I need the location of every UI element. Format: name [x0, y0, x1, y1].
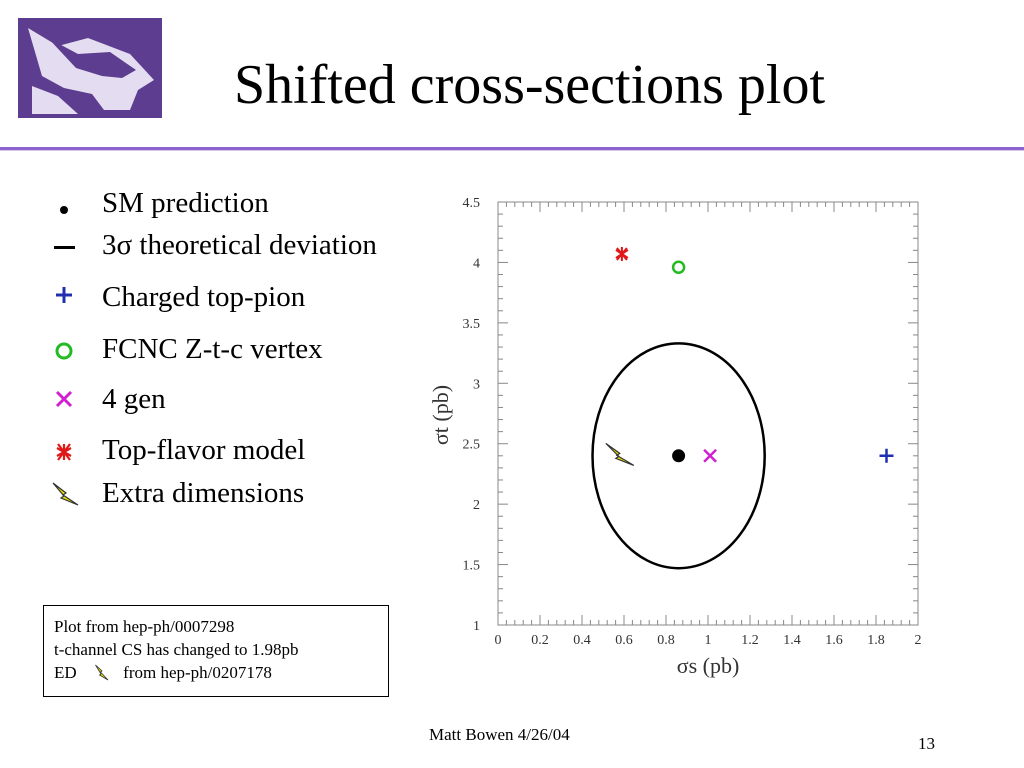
- university-logo: [18, 18, 162, 118]
- open-circle-icon: [55, 342, 73, 360]
- legend-item-charged-top-pion: Charged top-pion: [44, 277, 444, 317]
- note-prefix: ED: [54, 663, 77, 682]
- three-sigma-ellipse: [591, 342, 766, 570]
- legend-item-theoretical-deviation: 3σ theoretical deviation: [44, 225, 444, 265]
- x-tick-label: 0: [495, 633, 502, 648]
- y-axis-label: σt (pb): [428, 385, 453, 445]
- filled-circle-icon: [60, 206, 68, 214]
- y-tick-label: 2.5: [463, 438, 481, 453]
- fcnc-point: [671, 260, 686, 275]
- y-tick-label: 4.5: [463, 196, 481, 211]
- legend-item-4-gen: 4 gen: [44, 379, 444, 419]
- x-tick-label: 1.8: [867, 633, 885, 648]
- legend-item-extra-dimensions: Extra dimensions: [44, 473, 444, 513]
- x-axis-label: σs (pb): [677, 653, 740, 678]
- note-suffix: from hep-ph/0207178: [118, 663, 272, 682]
- y-tick-label: 1: [473, 619, 480, 634]
- note-line-2: t-channel CS has changed to 1.98pb: [54, 640, 299, 659]
- page-number: 13: [918, 734, 935, 753]
- four-gen-point: [703, 448, 717, 463]
- legend-label: 3σ theoretical deviation: [102, 229, 377, 261]
- title-divider: [0, 147, 1024, 150]
- title-divider-shadow: [0, 150, 1024, 151]
- x-tick-label: 1.4: [783, 633, 801, 648]
- x-tick-label: 2: [915, 633, 922, 648]
- top-pion-point: [879, 448, 894, 463]
- y-tick-label: 3.5: [463, 317, 481, 332]
- reference-note: Plot from hep-ph/0007298 t-channel CS ha…: [43, 605, 389, 697]
- star-icon: [56, 443, 72, 461]
- x-tick-label: 0.2: [531, 633, 549, 648]
- x-tick-label: 1.2: [741, 633, 759, 648]
- sm-prediction-point: [672, 449, 686, 463]
- note-line-1: Plot from hep-ph/0007298: [54, 617, 235, 636]
- husky-logo-icon: [28, 28, 154, 114]
- y-tick-label: 3: [473, 377, 480, 392]
- legend-label: Top-flavor model: [102, 434, 306, 466]
- footer-author: Matt Bowen 4/26/04: [429, 725, 570, 744]
- plus-icon: [56, 287, 72, 303]
- legend-label: FCNC Z-t-c vertex: [102, 333, 323, 365]
- legend-item-top-flavor: Top-flavor model: [44, 430, 444, 470]
- cross-section-scatter-plot: 0 0.2 0.4 0.6 0.8 1 1.2 1.4 1.6 1.8 2 1 1.5 2 2.5 3 3.5 4…: [428, 196, 922, 678]
- x-tick-label: 1: [705, 633, 712, 648]
- x-tick-label: 0.8: [657, 633, 675, 648]
- legend-label: Extra dimensions: [102, 477, 305, 509]
- cross-icon: [55, 390, 73, 408]
- note-line-3: ED from hep-ph/0207178: [54, 661, 378, 684]
- legend-item-fcnc: FCNC Z-t-c vertex: [44, 329, 444, 369]
- legend-label: 4 gen: [102, 383, 166, 415]
- lightning-icon: [52, 482, 79, 506]
- legend-item-sm-prediction: SM prediction: [44, 183, 444, 223]
- legend-label: SM prediction: [102, 187, 269, 219]
- top-flavor-point: [615, 246, 629, 261]
- y-tick-label: 4: [473, 256, 480, 271]
- lightning-icon: [95, 664, 109, 681]
- x-tick-label: 0.6: [615, 633, 633, 648]
- legend-label: Charged top-pion: [102, 281, 306, 313]
- x-tick-label: 1.6: [825, 633, 843, 648]
- extra-dimensions-point: [605, 442, 635, 466]
- y-tick-label: 2: [473, 498, 480, 513]
- dash-icon: [54, 246, 75, 249]
- slide-title: Shifted cross-sections plot: [234, 54, 826, 116]
- x-tick-label: 0.4: [573, 633, 591, 648]
- y-tick-label: 1.5: [463, 559, 481, 574]
